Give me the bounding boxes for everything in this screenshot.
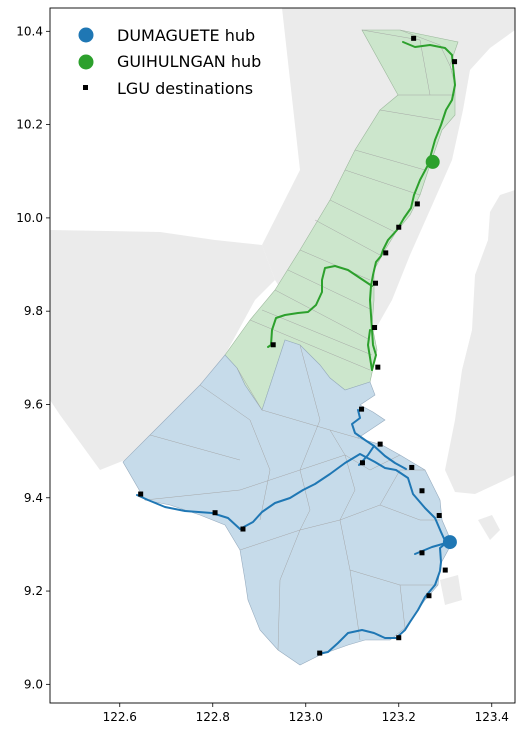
- legend-guihulngan-swatch: [78, 54, 94, 70]
- lgu-destination-marker: [426, 593, 432, 599]
- dumaguete-hub-marker: [442, 535, 457, 550]
- lgu-destination-marker: [240, 526, 246, 532]
- lgu-destination-marker: [396, 635, 402, 641]
- legend-dumaguete-swatch: [78, 27, 94, 43]
- lgu-destination-marker: [372, 325, 378, 331]
- lgu-destination-marker: [411, 35, 417, 41]
- y-axis: 9.0 9.2 9.4 9.6 9.8 10.0 10.2 10.4: [16, 24, 50, 691]
- x-tick-label: 122.8: [196, 710, 230, 724]
- dumaguete-routes: [136, 409, 447, 655]
- y-tick-label: 10.4: [16, 24, 43, 38]
- legend: DUMAGUETE hub GUIHULNGAN hub LGU destina…: [78, 26, 261, 98]
- negros-west-landmass: [50, 230, 275, 470]
- legend-lgu-label: LGU destinations: [117, 79, 253, 98]
- axes-frame: [49, 7, 516, 704]
- bohol-islet: [478, 515, 500, 540]
- lgu-destination-marker: [396, 224, 402, 230]
- lgu-destination-marker: [419, 550, 425, 556]
- y-tick-label: 9.6: [24, 397, 43, 411]
- lgu-destination-marker: [414, 201, 420, 207]
- hub-markers: [425, 154, 457, 550]
- lgu-destination-marker: [359, 406, 365, 412]
- lgu-destination-marker: [409, 464, 415, 470]
- lgu-destination-marker: [270, 342, 276, 348]
- y-tick-label: 9.0: [24, 677, 43, 691]
- y-tick-label: 9.8: [24, 304, 43, 318]
- guihulngan-hub-marker: [425, 154, 440, 169]
- lgu-destination-marker: [317, 650, 323, 656]
- y-tick-label: 9.2: [24, 584, 43, 598]
- lgu-destination-marker: [373, 280, 378, 286]
- lgu-destination-marker: [138, 491, 144, 497]
- lgu-destination-marker: [375, 364, 381, 370]
- siquijor-strip: [440, 575, 462, 605]
- lgu-destinations: [138, 35, 458, 656]
- y-tick-label: 10.2: [16, 118, 43, 132]
- x-tick-label: 122.6: [103, 710, 137, 724]
- lgu-destination-marker: [359, 460, 365, 466]
- lgu-destination-marker: [377, 441, 383, 447]
- lgu-destination-marker: [452, 59, 458, 65]
- x-tick-label: 123.4: [475, 710, 509, 724]
- lgu-destination-marker: [419, 488, 425, 494]
- guihulngan-routes: [267, 41, 456, 371]
- bohol-landmass: [445, 190, 515, 494]
- x-axis: 122.6 122.8 123.0 123.2 123.4: [103, 703, 509, 724]
- y-tick-label: 10.0: [16, 211, 43, 225]
- legend-guihulngan-label: GUIHULNGAN hub: [117, 52, 261, 71]
- lgu-destination-marker: [212, 510, 218, 516]
- lgu-destination-marker: [436, 512, 442, 518]
- lgu-destination-marker: [383, 250, 389, 256]
- legend-lgu-swatch: [83, 85, 88, 90]
- x-tick-label: 123.0: [289, 710, 323, 724]
- legend-dumaguete-label: DUMAGUETE hub: [117, 26, 255, 45]
- lgu-destination-marker: [442, 567, 448, 573]
- map-plot-area: [50, 8, 515, 703]
- y-tick-label: 9.4: [24, 491, 43, 505]
- x-tick-label: 123.2: [382, 710, 416, 724]
